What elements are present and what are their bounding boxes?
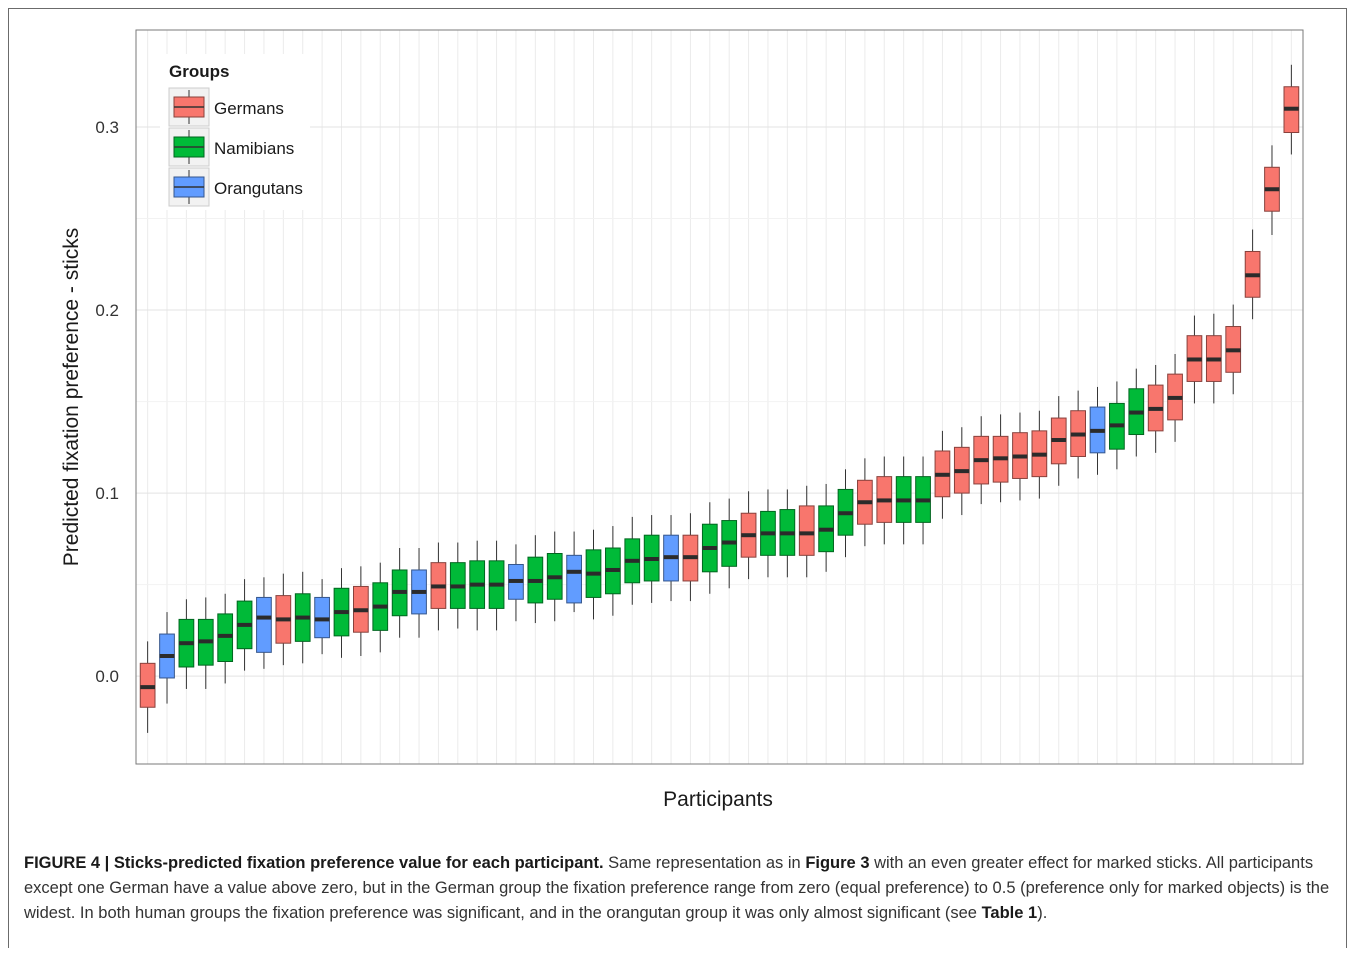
participant-box (411, 548, 427, 638)
caption-label: FIGURE 4 | Sticks-predicted fixation pre… (24, 854, 604, 872)
participant-box (953, 427, 970, 516)
legend-label-germans: Germans (214, 99, 284, 118)
y-tick-label: 0.2 (95, 301, 119, 320)
participant-box (624, 516, 641, 605)
participant-box (837, 469, 854, 558)
y-tick-label: 0.3 (95, 118, 119, 137)
participant-box (1031, 410, 1048, 499)
participant-box (915, 456, 931, 545)
participant-box (1167, 353, 1183, 442)
participant-box (857, 458, 873, 547)
participant-box (895, 456, 912, 545)
legend-key (168, 167, 210, 207)
participant-box (256, 577, 272, 669)
participant-box (294, 571, 311, 664)
participant-box (760, 489, 776, 578)
participant-box (333, 568, 350, 658)
participant-box (701, 502, 718, 594)
participant-box (1244, 229, 1261, 320)
participant-box (159, 612, 175, 704)
participant-box (372, 562, 389, 653)
participant-box (1128, 368, 1145, 457)
participant-box (585, 529, 602, 620)
participant-box (217, 593, 234, 684)
legend-keys (168, 87, 210, 207)
participant-box (469, 540, 486, 631)
participant-box (605, 526, 621, 616)
participant-box (1012, 412, 1028, 501)
boxplot-chart: 0.0 0.1 0.2 0.3 Predicted fixation preferen… (60, 29, 1304, 811)
box-series (139, 64, 1300, 733)
participant-box (449, 542, 466, 629)
y-tick-label: 0.0 (95, 667, 119, 686)
legend-label-namibians: Namibians (214, 139, 294, 158)
y-axis-label: Predicted fixation preference - sticks (60, 228, 83, 566)
legend-key (168, 87, 210, 127)
participant-box (391, 548, 408, 638)
participant-box (934, 430, 951, 519)
participant-box (973, 416, 990, 505)
participant-box (139, 641, 156, 733)
participant-box (546, 531, 563, 622)
y-axis-ticks: 0.0 0.1 0.2 0.3 (95, 118, 119, 686)
legend-key (168, 127, 210, 167)
participant-box (992, 414, 1009, 503)
participant-box (1186, 315, 1203, 404)
participant-box (197, 597, 214, 689)
plot-panel-border (135, 29, 1304, 765)
legend-title: Groups (169, 62, 229, 81)
participant-box (1147, 364, 1164, 453)
box-body (798, 505, 815, 556)
participant-box (488, 540, 505, 631)
participant-box (353, 566, 369, 657)
figure-caption: FIGURE 4 | Sticks-predicted fixation pre… (24, 851, 1340, 926)
legend-label-orangutans: Orangutans (214, 179, 303, 198)
gridlines (136, 30, 1303, 764)
participant-box (1070, 390, 1086, 479)
caption-ref-table: Table 1 (981, 904, 1038, 922)
participant-box (527, 535, 544, 624)
participant-box (876, 456, 893, 545)
box-body (566, 554, 582, 604)
participant-box (430, 542, 447, 631)
participant-box (721, 498, 738, 589)
participant-box (314, 579, 330, 655)
participant-box (1205, 313, 1222, 404)
caption-ref-figure: Figure 3 (805, 854, 870, 872)
participant-box (663, 515, 679, 602)
caption-text-3: ). (1037, 904, 1048, 922)
participant-box (508, 544, 524, 622)
participant-box (798, 485, 815, 578)
participant-box (566, 531, 582, 613)
participant-box (682, 513, 699, 602)
y-tick-label: 0.1 (95, 484, 119, 503)
caption-text-1: Same representation as in (603, 854, 806, 872)
participant-box (740, 491, 757, 580)
participant-box (643, 515, 660, 603)
participant-box (1225, 304, 1242, 395)
participant-box (1109, 381, 1125, 470)
participant-box (1264, 145, 1280, 236)
participant-box (1283, 64, 1300, 155)
participant-box (275, 573, 292, 666)
participant-box (1089, 386, 1106, 475)
box-body (256, 596, 272, 653)
participant-box (178, 599, 195, 689)
legend: Groups Germans Namibians Orangutans (160, 54, 310, 210)
caption-text-2: with an even greater effect for marked s… (24, 854, 1330, 922)
participant-box (236, 579, 253, 671)
participant-box (779, 489, 796, 578)
participant-box (1050, 396, 1067, 486)
x-axis-label: Participants (663, 788, 773, 811)
participant-box (818, 483, 834, 572)
figure-frame (8, 8, 1347, 948)
